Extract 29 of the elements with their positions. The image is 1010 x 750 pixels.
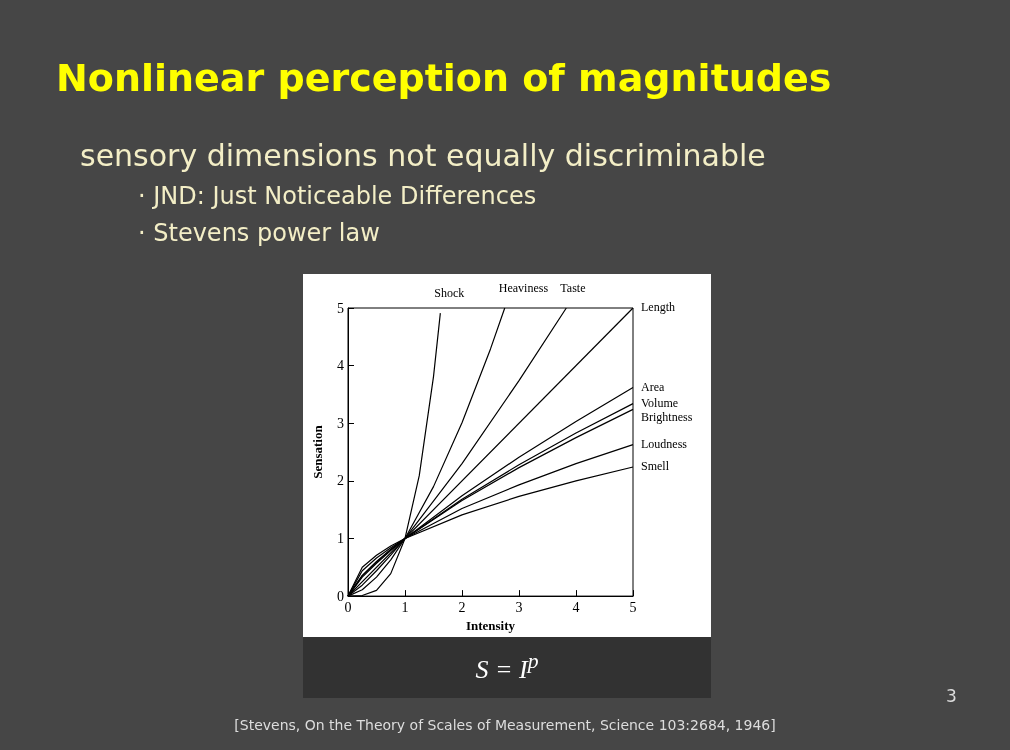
text: 3 <box>946 686 957 706</box>
y-tick-label: 0 <box>337 588 344 604</box>
series-label: Heaviness <box>498 281 549 295</box>
chart-subtitle: sensory dimensions not equally discriminable <box>80 138 766 173</box>
series-label: Area <box>641 379 665 394</box>
series-label: Taste <box>560 281 586 295</box>
x-tick-label: 4 <box>572 599 580 615</box>
x-tick-label: 2 <box>458 599 466 615</box>
series-label: Volume <box>641 395 679 410</box>
y-axis-title: Sensation <box>310 424 325 479</box>
text: · Stevens power law <box>138 219 380 247</box>
x-tick-label: 5 <box>629 599 637 615</box>
text: · JND: Just Noticeable Differences <box>138 182 537 210</box>
series-label: Brightness <box>641 409 693 424</box>
y-tick-label: 1 <box>337 530 344 546</box>
x-axis-title: Intensity <box>465 618 516 633</box>
x-tick-label: 1 <box>401 599 409 615</box>
series-label: Length <box>641 300 675 314</box>
text: S = I$^{p}$ <box>474 649 540 685</box>
y-tick-label: 3 <box>337 415 344 431</box>
text: [Stevens, On the Theory of Scales of Measurement, Science 103:2684, 1946] <box>233 717 777 733</box>
y-tick-label: 4 <box>337 358 344 374</box>
series-label: Loudness <box>641 436 688 451</box>
y-tick-label: 5 <box>337 300 344 316</box>
series-label: Smell <box>641 459 670 474</box>
y-tick-label: 2 <box>337 473 344 489</box>
x-tick-label: 3 <box>515 599 523 615</box>
series-label: Shock <box>434 286 465 301</box>
chart-title: Nonlinear perception of magnitudes <box>56 56 832 100</box>
